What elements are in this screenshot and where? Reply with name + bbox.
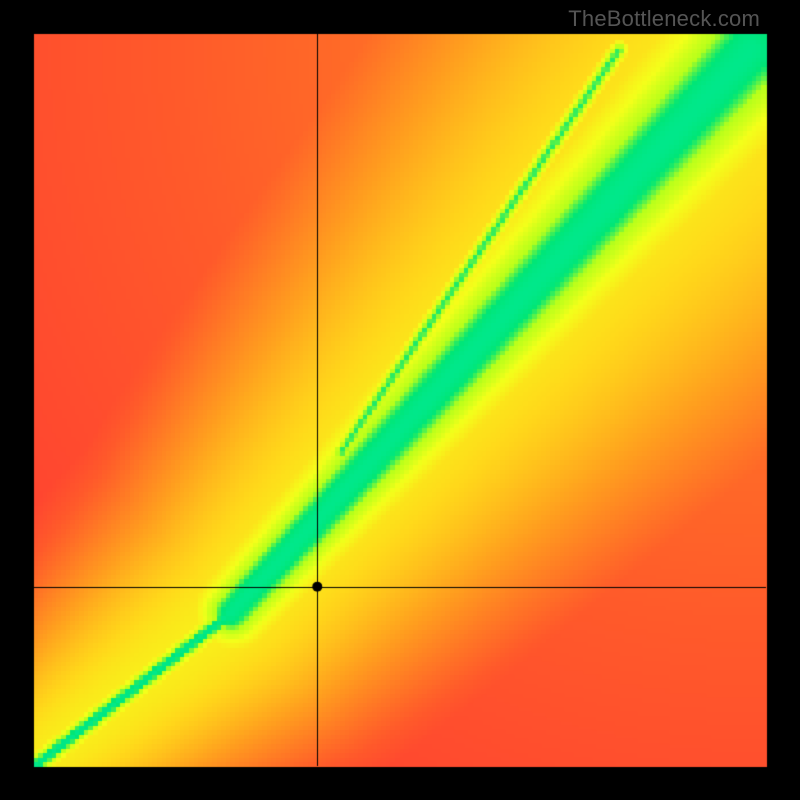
watermark-text: TheBottleneck.com [568,6,760,32]
chart-container: TheBottleneck.com [0,0,800,800]
bottleneck-heatmap-canvas [0,0,800,800]
